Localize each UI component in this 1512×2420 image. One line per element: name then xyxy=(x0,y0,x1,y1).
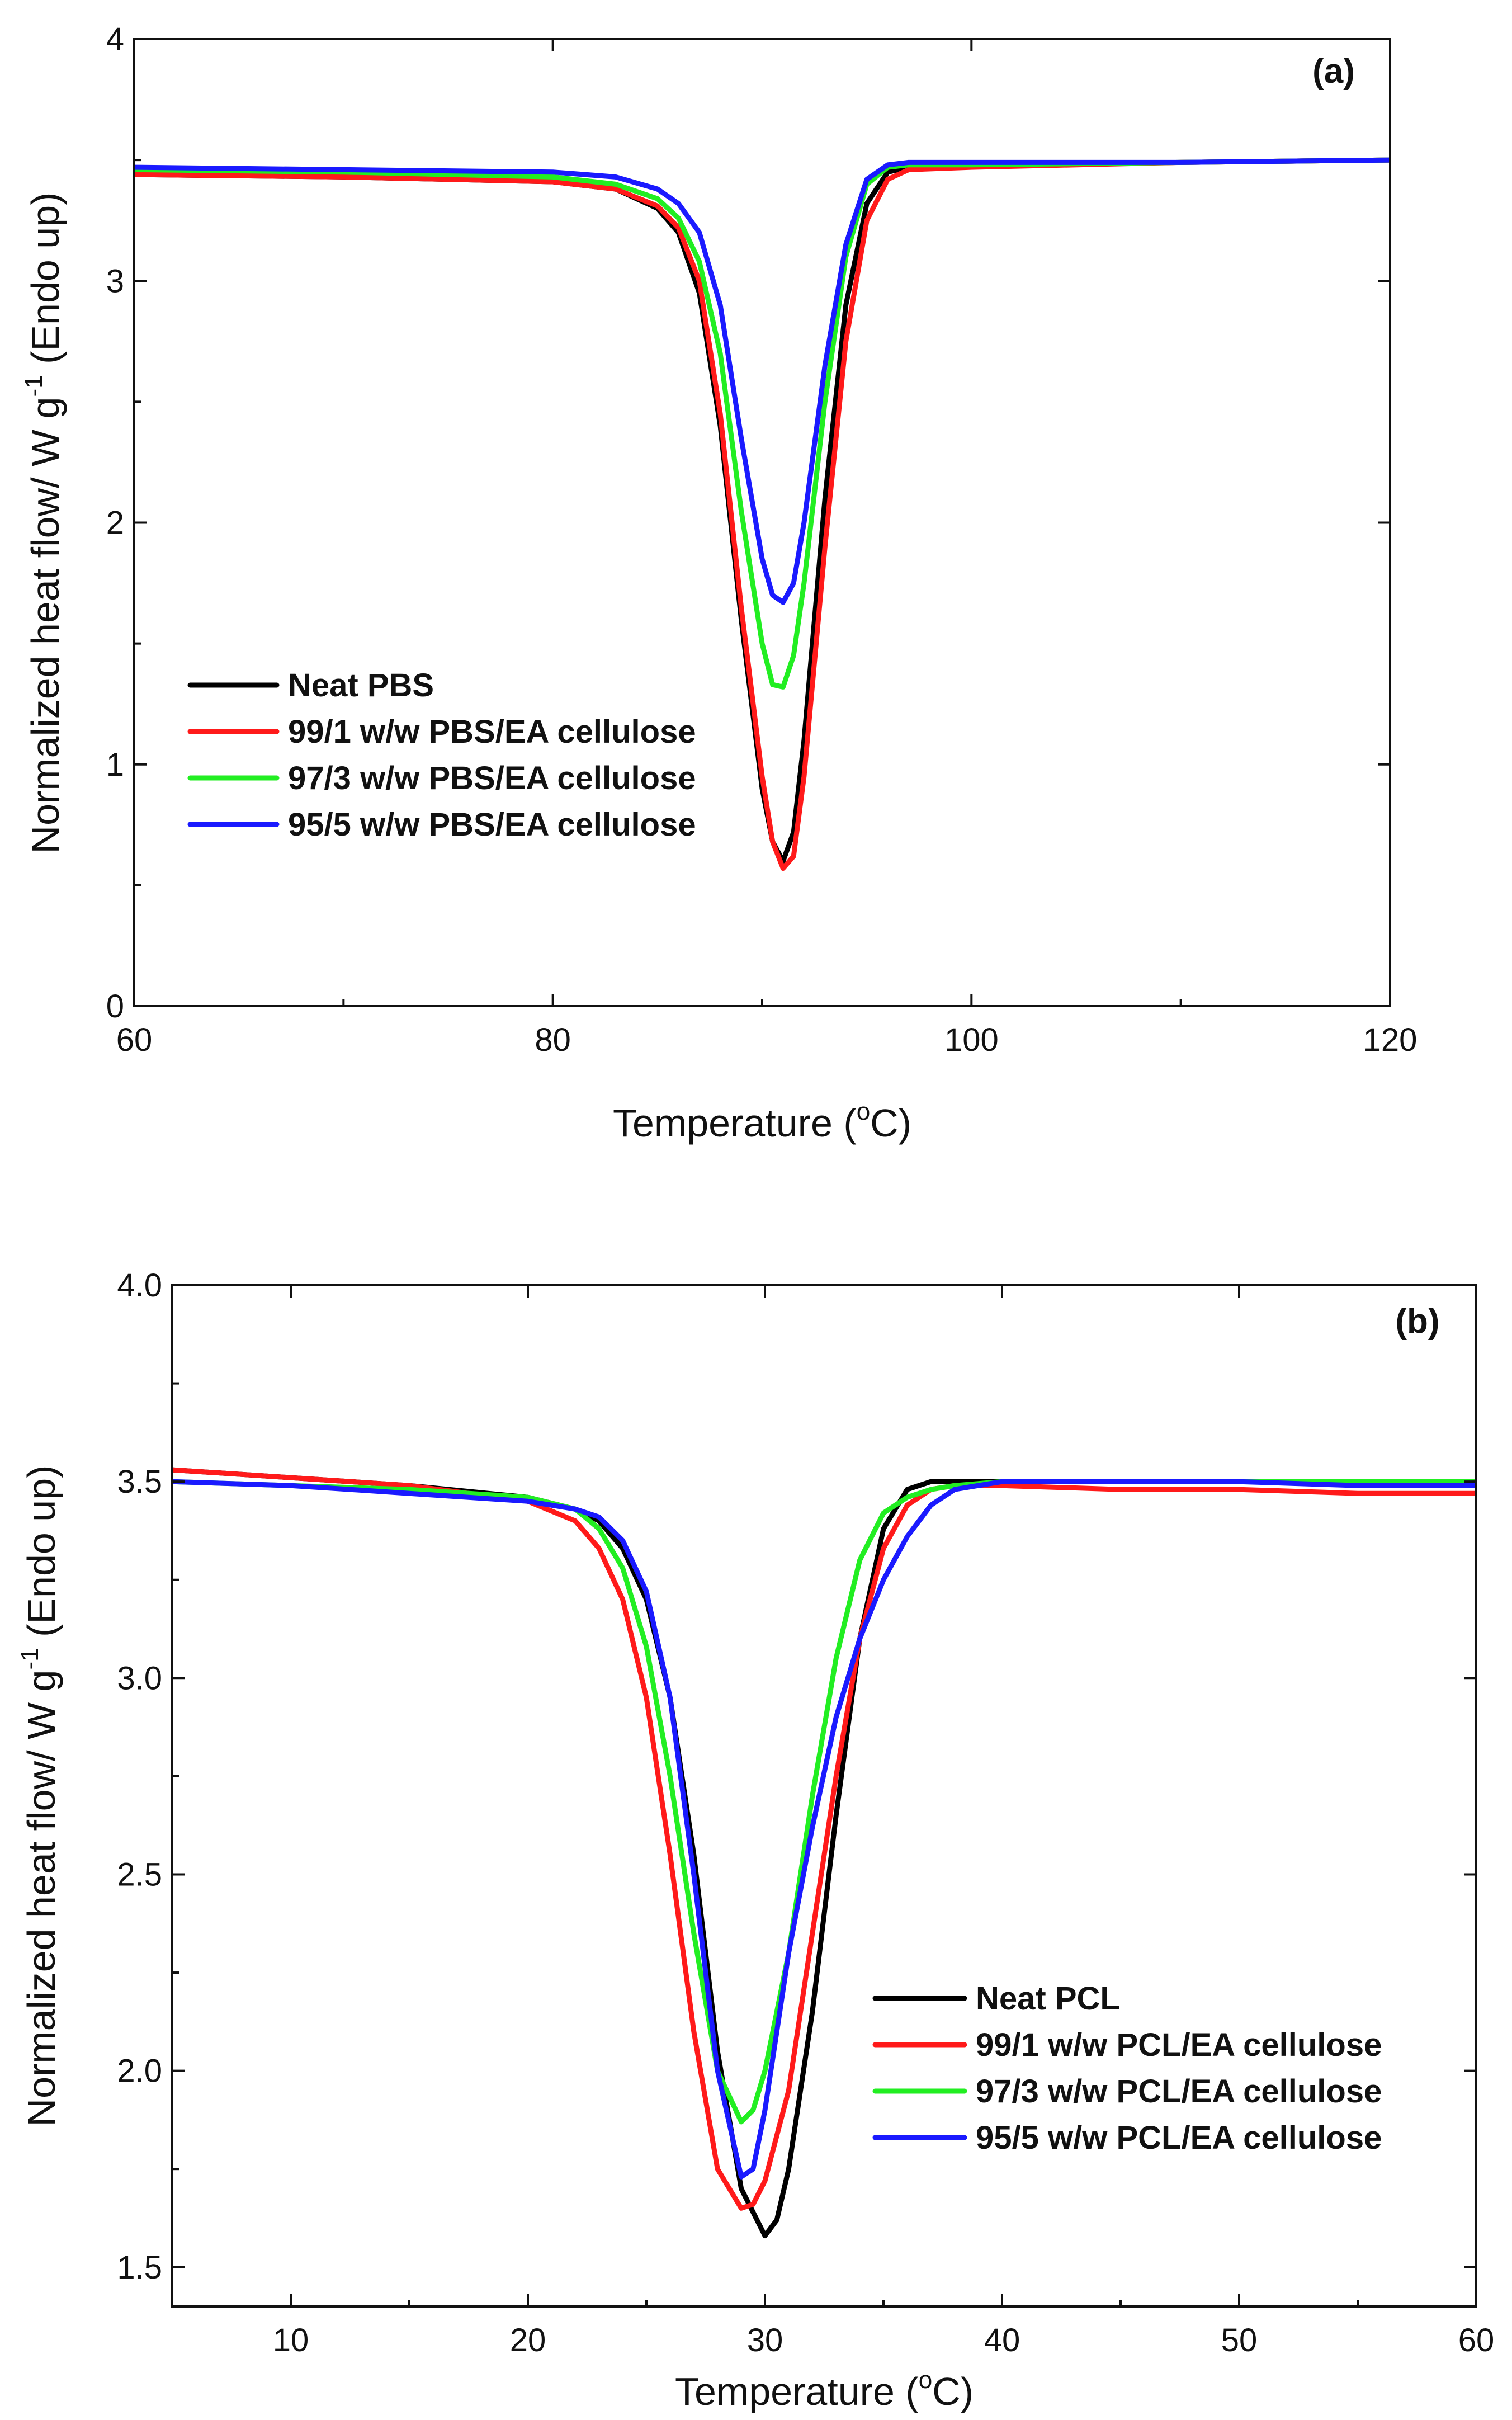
legend-label: Neat PCL xyxy=(976,1980,1120,2017)
x-axis-title-main: Temperature ( xyxy=(675,2370,919,2413)
series-line-4 xyxy=(134,157,1390,605)
x-tick-label: 40 xyxy=(984,2322,1020,2358)
y-axis-title: Normalized heat flow/ W g-1 (Endo up) xyxy=(16,1465,63,2127)
y-tick-label: 2 xyxy=(106,505,124,541)
y-axis-title-end: (Endo up) xyxy=(23,192,67,375)
y-axis-title-sup: -1 xyxy=(20,375,48,397)
panel-label: (b) xyxy=(1395,1302,1439,1341)
x-axis-title-sup: o xyxy=(857,1098,870,1125)
chart-panel-b: 10 20 30 40 50 60 1.5 2.0 2.5 3.0 3.5 4.0 Temperatur… xyxy=(16,1267,1494,2413)
x-tick-label: 50 xyxy=(1221,2322,1258,2358)
series-line-4 xyxy=(172,1479,1476,2180)
x-axis-title-end: C) xyxy=(932,2370,974,2413)
chart-panel-a: 60 80 100 120 0 1 2 3 4 Temperature (oC) Normalize… xyxy=(20,21,1417,1145)
y-tick-label: 1.5 xyxy=(117,2249,162,2286)
series-line-2 xyxy=(134,157,1390,871)
y-tick-label: 1 xyxy=(106,747,124,783)
y-axis-title-main: Normalized heat flow/ W g xyxy=(20,1670,63,2127)
y-axis-title-sup: -1 xyxy=(16,1648,44,1669)
y-tick-label: 3.0 xyxy=(117,1660,162,1696)
legend: Neat PBS 99/1 w/w PBS/EA cellulose 97/3 w/… xyxy=(187,667,696,843)
legend: Neat PCL 99/1 w/w PCL/EA cellulose 97/3 w/… xyxy=(872,1980,1382,2156)
x-axis-title-sup: o xyxy=(919,2366,932,2394)
y-axis-title-main: Normalized heat flow/ W g xyxy=(23,397,67,854)
legend-label: 99/1 w/w PCL/EA cellulose xyxy=(976,2027,1382,2063)
plot-frame xyxy=(171,1284,1477,2308)
plot-frame xyxy=(133,38,1391,1007)
y-tick-label: 2.0 xyxy=(117,2053,162,2089)
x-axis-title: Temperature (oC) xyxy=(675,2366,974,2413)
x-tick-label: 10 xyxy=(273,2322,309,2358)
y-tick-label: 0 xyxy=(106,988,124,1025)
legend-label: 97/3 w/w PBS/EA cellulose xyxy=(288,760,696,796)
x-axis-title: Temperature (oC) xyxy=(613,1098,911,1145)
x-tick-label: 60 xyxy=(116,1022,153,1058)
y-tick-label: 3.5 xyxy=(117,1464,162,1500)
series-line-3 xyxy=(172,1479,1476,2125)
y-tick-label: 4.0 xyxy=(117,1267,162,1304)
x-tick-label: 100 xyxy=(944,1022,999,1058)
x-tick-label: 30 xyxy=(747,2322,783,2358)
legend-label: Neat PBS xyxy=(288,667,434,704)
x-tick-label: 120 xyxy=(1363,1022,1418,1058)
x-tick-label: 60 xyxy=(1458,2322,1495,2358)
legend-label: 95/5 w/w PBS/EA cellulose xyxy=(288,806,696,843)
x-tick-label: 20 xyxy=(510,2322,546,2358)
y-tick-label: 3 xyxy=(106,263,124,299)
legend-label: 95/5 w/w PCL/EA cellulose xyxy=(976,2120,1382,2156)
series-line-3 xyxy=(134,157,1390,690)
panel-label: (a) xyxy=(1312,52,1355,91)
y-tick-label: 2.5 xyxy=(117,1856,162,1893)
y-axis-title: Normalized heat flow/ W g-1 (Endo up) xyxy=(20,192,67,854)
series-line-1 xyxy=(134,157,1390,864)
legend-label: 99/1 w/w PBS/EA cellulose xyxy=(288,714,696,750)
x-axis-title-end: C) xyxy=(870,1101,911,1145)
legend-label: 97/3 w/w PCL/EA cellulose xyxy=(976,2073,1382,2110)
y-tick-label: 4 xyxy=(106,21,124,58)
y-axis-title-end: (Endo up) xyxy=(20,1465,63,1648)
x-tick-label: 80 xyxy=(535,1022,571,1058)
x-axis-title-main: Temperature ( xyxy=(613,1101,857,1145)
